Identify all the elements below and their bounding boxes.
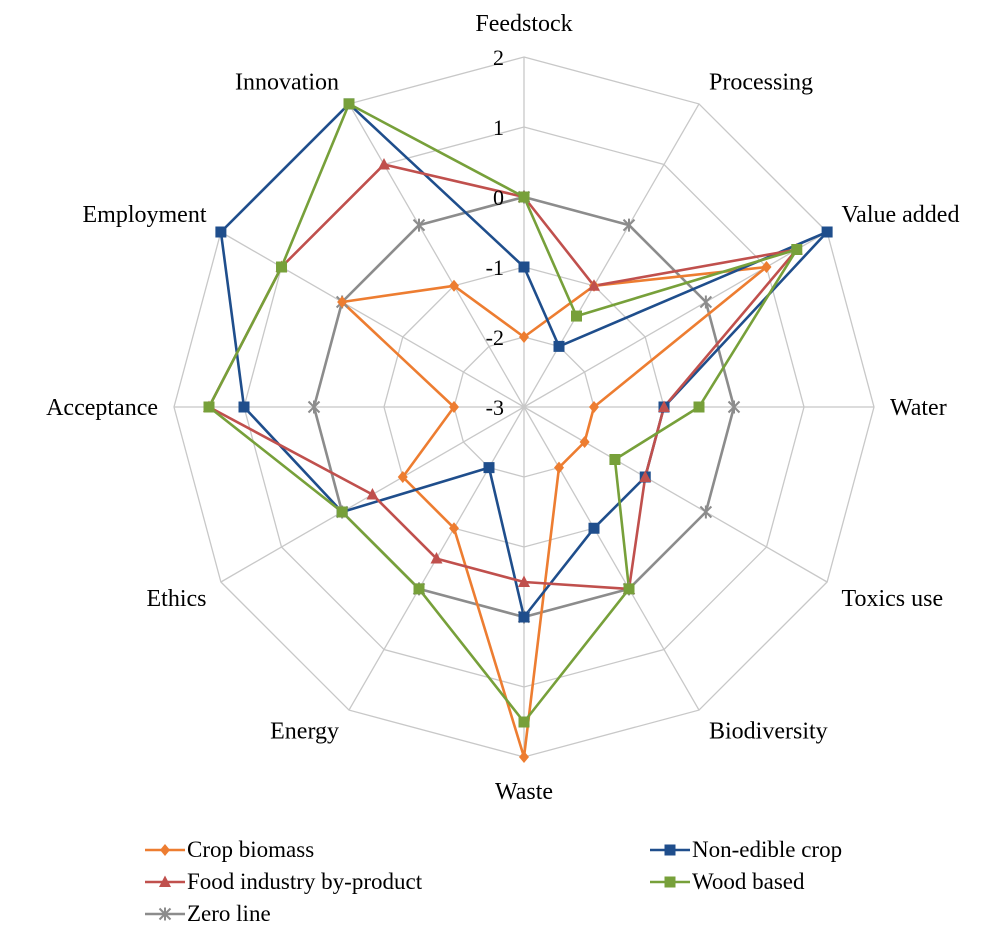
axis-label-feedstock: Feedstock [475, 11, 572, 37]
point-wood-based-processing [571, 310, 582, 322]
legend-item-zero-line: Zero line [145, 901, 271, 926]
legend-item-non-edible-crop: Non-edible crop [650, 837, 842, 862]
tick-label-2: 0 [493, 185, 504, 210]
radar-spokes [174, 57, 874, 757]
point-crop-biomass-employment [337, 296, 348, 308]
point-zero-line-acceptance [307, 400, 321, 414]
legend-marker-zero-line [158, 907, 172, 921]
point-zero-line-toxics-use [699, 505, 713, 519]
axis-labels: Feedstock Processing Value added Water Toxic… [46, 11, 959, 805]
legend-item-crop-biomass: Crop biomass [145, 837, 314, 862]
point-non-edible-crop-value-added [821, 226, 833, 238]
axis-label-energy: Energy [270, 719, 339, 745]
axis-label-water: Water [890, 395, 947, 421]
point-non-edible-crop-employment [215, 226, 227, 238]
spoke-employment [220, 231, 525, 408]
legend: Crop biomass Non-edible crop Food industry… [145, 837, 842, 926]
point-wood-based-feedstock [518, 191, 530, 203]
tick-label-3: -1 [486, 255, 504, 280]
point-non-edible-crop-processing [553, 340, 565, 352]
point-crop-biomass-water [589, 401, 599, 413]
point-crop-biomass-value-added [761, 261, 772, 273]
legend-marker-crop-biomass [160, 844, 170, 856]
axis-label-waste: Waste [495, 779, 553, 805]
tick-label-5: -3 [486, 395, 504, 420]
point-wood-based-employment [276, 261, 288, 273]
axis-label-processing: Processing [709, 70, 813, 96]
point-zero-line-water [727, 400, 741, 414]
tick-label-1: 1 [493, 115, 504, 140]
axis-label-innovation: Innovation [235, 70, 339, 96]
spoke-value-added [523, 231, 828, 408]
radial-tick-labels: 2 1 0 -1 -2 -3 [486, 45, 504, 420]
spoke-toxics-use [523, 406, 828, 583]
point-wood-based-value-added [791, 244, 803, 255]
axis-label-acceptance: Acceptance [46, 395, 158, 421]
axis-label-employment: Employment [83, 202, 207, 228]
point-zero-line-processing [622, 218, 636, 232]
axis-label-toxics-use: Toxics use [842, 586, 944, 612]
point-food-industry-by-product-toxics-use [639, 470, 652, 482]
point-crop-biomass-biodiversity [554, 461, 564, 474]
point-wood-based-waste [518, 716, 530, 728]
point-zero-line-value-added [699, 295, 713, 309]
tick-label-0: 2 [493, 45, 504, 70]
point-food-industry-by-product-innovation [378, 158, 390, 170]
legend-item-food-industry-by-product: Food industry by-product [145, 869, 423, 894]
point-food-industry-by-product-waste [518, 575, 530, 587]
point-crop-biomass-acceptance [449, 401, 459, 413]
point-wood-based-energy [413, 583, 425, 595]
point-wood-based-water [693, 401, 705, 413]
legend-label-food-industry-by-product: Food industry by-product [187, 869, 423, 894]
point-zero-line-innovation [412, 218, 426, 232]
legend-marker-wood-based [664, 876, 676, 888]
point-non-edible-crop-feedstock [518, 261, 530, 273]
point-crop-biomass-ethics [397, 471, 408, 483]
point-wood-based-ethics [336, 506, 348, 518]
point-wood-based-innovation [343, 98, 355, 110]
legend-label-wood-based: Wood based [692, 869, 805, 894]
legend-label-non-edible-crop: Non-edible crop [692, 837, 842, 862]
axis-label-value-added: Value added [842, 202, 960, 228]
axis-label-biodiversity: Biodiversity [709, 719, 828, 745]
spoke-biodiversity [523, 406, 700, 711]
legend-item-wood-based: Wood based [650, 869, 805, 894]
spoke-processing [523, 103, 700, 408]
point-non-edible-crop-waste [518, 611, 530, 623]
point-non-edible-crop-energy [483, 462, 495, 474]
legend-marker-food-industry-by-product [159, 875, 171, 887]
legend-label-crop-biomass: Crop biomass [187, 837, 314, 862]
axis-label-ethics: Ethics [147, 586, 207, 612]
point-food-industry-by-product-energy [430, 552, 443, 564]
series-markers [203, 98, 833, 763]
point-wood-based-toxics-use [609, 454, 621, 465]
legend-label-zero-line: Zero line [187, 901, 271, 926]
point-crop-biomass-waste [519, 751, 529, 763]
point-crop-biomass-energy [449, 522, 459, 535]
point-crop-biomass-toxics-use [579, 436, 590, 448]
point-non-edible-crop-acceptance [238, 401, 250, 413]
point-food-industry-by-product-water [658, 400, 670, 412]
legend-marker-non-edible-crop [664, 844, 676, 856]
point-wood-based-biodiversity [623, 583, 635, 595]
point-crop-biomass-innovation [449, 279, 459, 292]
point-food-industry-by-product-ethics [366, 488, 379, 500]
tick-label-4: -2 [486, 325, 504, 350]
point-non-edible-crop-biodiversity [588, 522, 600, 534]
point-food-industry-by-product-processing [588, 279, 600, 291]
point-wood-based-acceptance [203, 401, 215, 413]
spoke-innovation [348, 103, 525, 408]
point-crop-biomass-feedstock [519, 331, 529, 343]
